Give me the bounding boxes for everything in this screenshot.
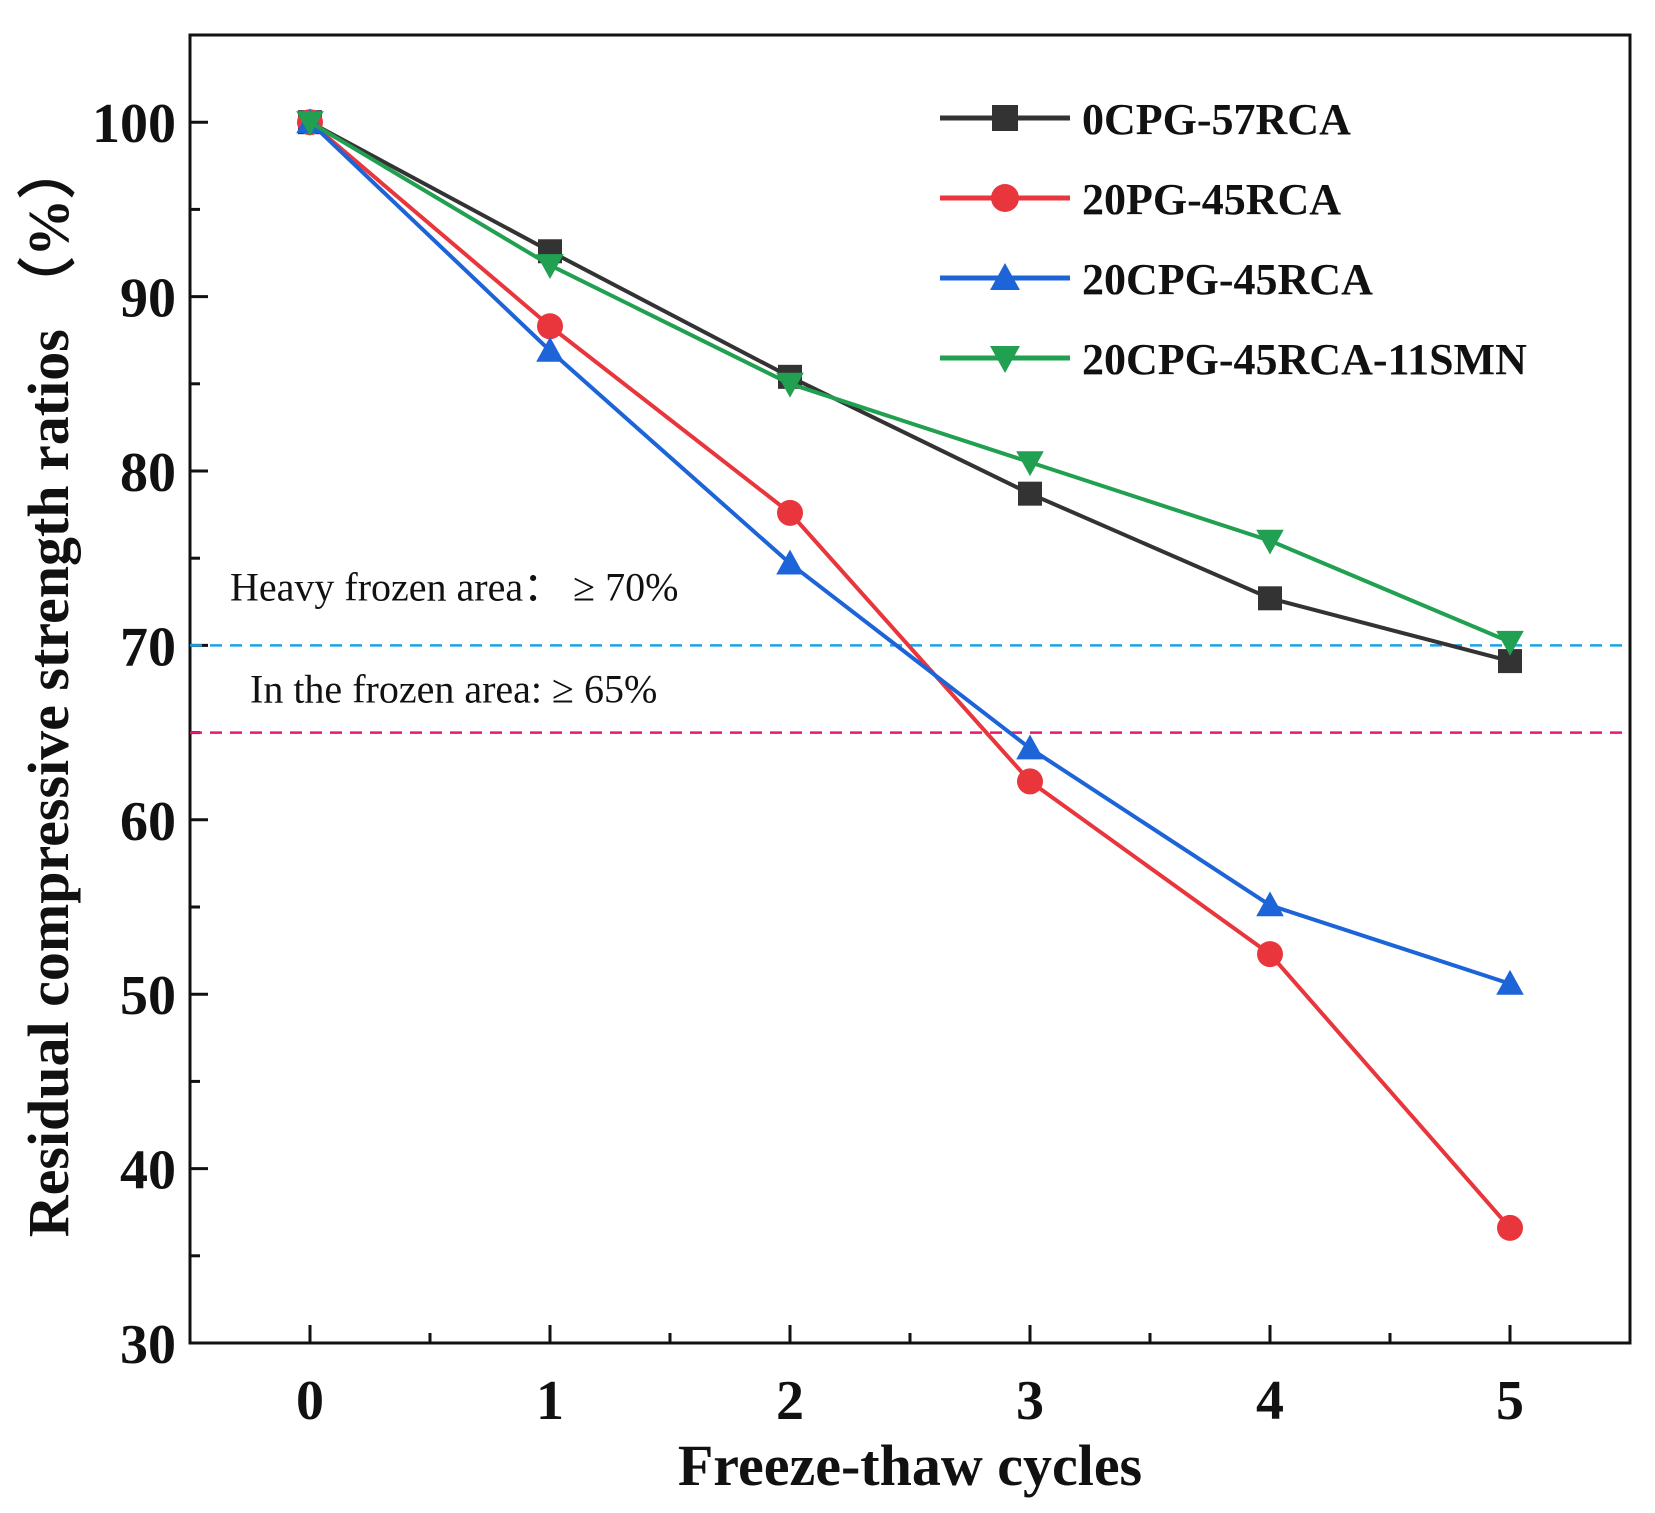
legend-label: 20CPG-45RCA	[1082, 255, 1373, 304]
series-marker	[1258, 586, 1282, 611]
series-marker	[1018, 481, 1042, 506]
series-line	[309, 120, 1511, 664]
series-marker	[537, 313, 563, 340]
series-marker	[296, 111, 324, 136]
y-tick-label: 30	[120, 1314, 176, 1376]
y-tick-label: 70	[120, 616, 176, 678]
series-marker	[536, 254, 564, 280]
legend-marker	[991, 184, 1019, 212]
x-tick-label: 3	[1016, 1370, 1044, 1432]
series-marker	[1257, 941, 1283, 968]
series-marker	[1256, 891, 1284, 917]
y-tick-label: 80	[120, 442, 176, 504]
series-marker	[776, 549, 804, 575]
y-tick-label: 60	[120, 791, 176, 853]
x-tick-label: 0	[296, 1370, 324, 1432]
x-axis-title: Freeze-thaw cycles	[678, 1433, 1142, 1498]
y-tick-label: 50	[120, 965, 176, 1027]
series-marker	[776, 372, 804, 398]
series-marker	[1496, 969, 1524, 995]
series-marker	[1016, 451, 1044, 477]
y-tick-label: 40	[120, 1140, 176, 1202]
y-tick-label: 100	[92, 93, 176, 155]
series-marker	[1256, 529, 1284, 555]
series-line	[308, 120, 1511, 644]
legend-label: 0CPG-57RCA	[1082, 95, 1351, 144]
y-axis-title: Residual compressive strength ratios （%）	[16, 141, 81, 1238]
x-tick-label: 2	[776, 1370, 804, 1432]
legend-marker	[992, 105, 1018, 131]
series-marker	[777, 499, 803, 526]
x-tick-label: 1	[536, 1370, 564, 1432]
x-tick-label: 5	[1496, 1370, 1524, 1432]
series-marker	[1017, 768, 1043, 795]
x-tick-label: 4	[1256, 1370, 1284, 1432]
series-marker	[536, 336, 564, 362]
series-marker	[1496, 630, 1524, 656]
legend-marker	[990, 263, 1020, 290]
legend-marker	[990, 346, 1020, 373]
reference-line-label: In the frozen area: ≥ 65%	[250, 667, 657, 712]
series-line	[308, 120, 1511, 986]
y-tick-label: 90	[120, 268, 176, 330]
series-line	[308, 120, 1512, 1230]
reference-line-label: Heavy frozen area： ≥ 70%	[230, 564, 678, 609]
legend-label: 20PG-45RCA	[1082, 175, 1341, 224]
legend-label: 20CPG-45RCA-11SMN	[1082, 335, 1527, 384]
series-marker	[1016, 734, 1044, 760]
series-marker	[1497, 1214, 1523, 1241]
